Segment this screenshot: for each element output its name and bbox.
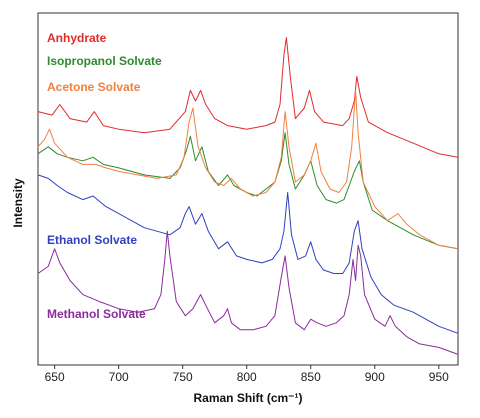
series-line-anhydrate	[37, 37, 459, 158]
series-label-anhydrate: Anhydrate	[47, 31, 107, 45]
series-line-isopropanol-solvate	[37, 132, 459, 250]
x-tick-label: 950	[429, 370, 449, 384]
x-axis-ticks: 650 700 750 800 850 900 950	[45, 365, 449, 384]
series-label-ethanol: Ethanol Solvate	[47, 233, 137, 247]
x-tick-label: 700	[109, 370, 129, 384]
x-tick-label: 850	[301, 370, 321, 384]
series-line-methanol-solvate	[37, 230, 459, 355]
series-line-acetone-solvate	[37, 89, 459, 250]
x-tick-label: 750	[173, 370, 193, 384]
x-tick-label: 650	[45, 370, 65, 384]
x-axis-title: Raman Shift (cm⁻¹)	[193, 391, 302, 405]
y-axis-title: Intensity	[11, 178, 25, 228]
series-labels: Anhydrate Isopropanol Solvate Acetone So…	[47, 31, 162, 321]
series-label-acetone: Acetone Solvate	[47, 80, 141, 94]
series-line-ethanol-solvate	[37, 174, 459, 334]
x-tick-label: 900	[365, 370, 385, 384]
series-label-isopropanol: Isopropanol Solvate	[47, 54, 162, 68]
plot-area-frame	[37, 12, 459, 366]
series-label-methanol: Methanol Solvate	[47, 307, 146, 321]
x-tick-label: 800	[237, 370, 257, 384]
series-group	[37, 37, 459, 355]
